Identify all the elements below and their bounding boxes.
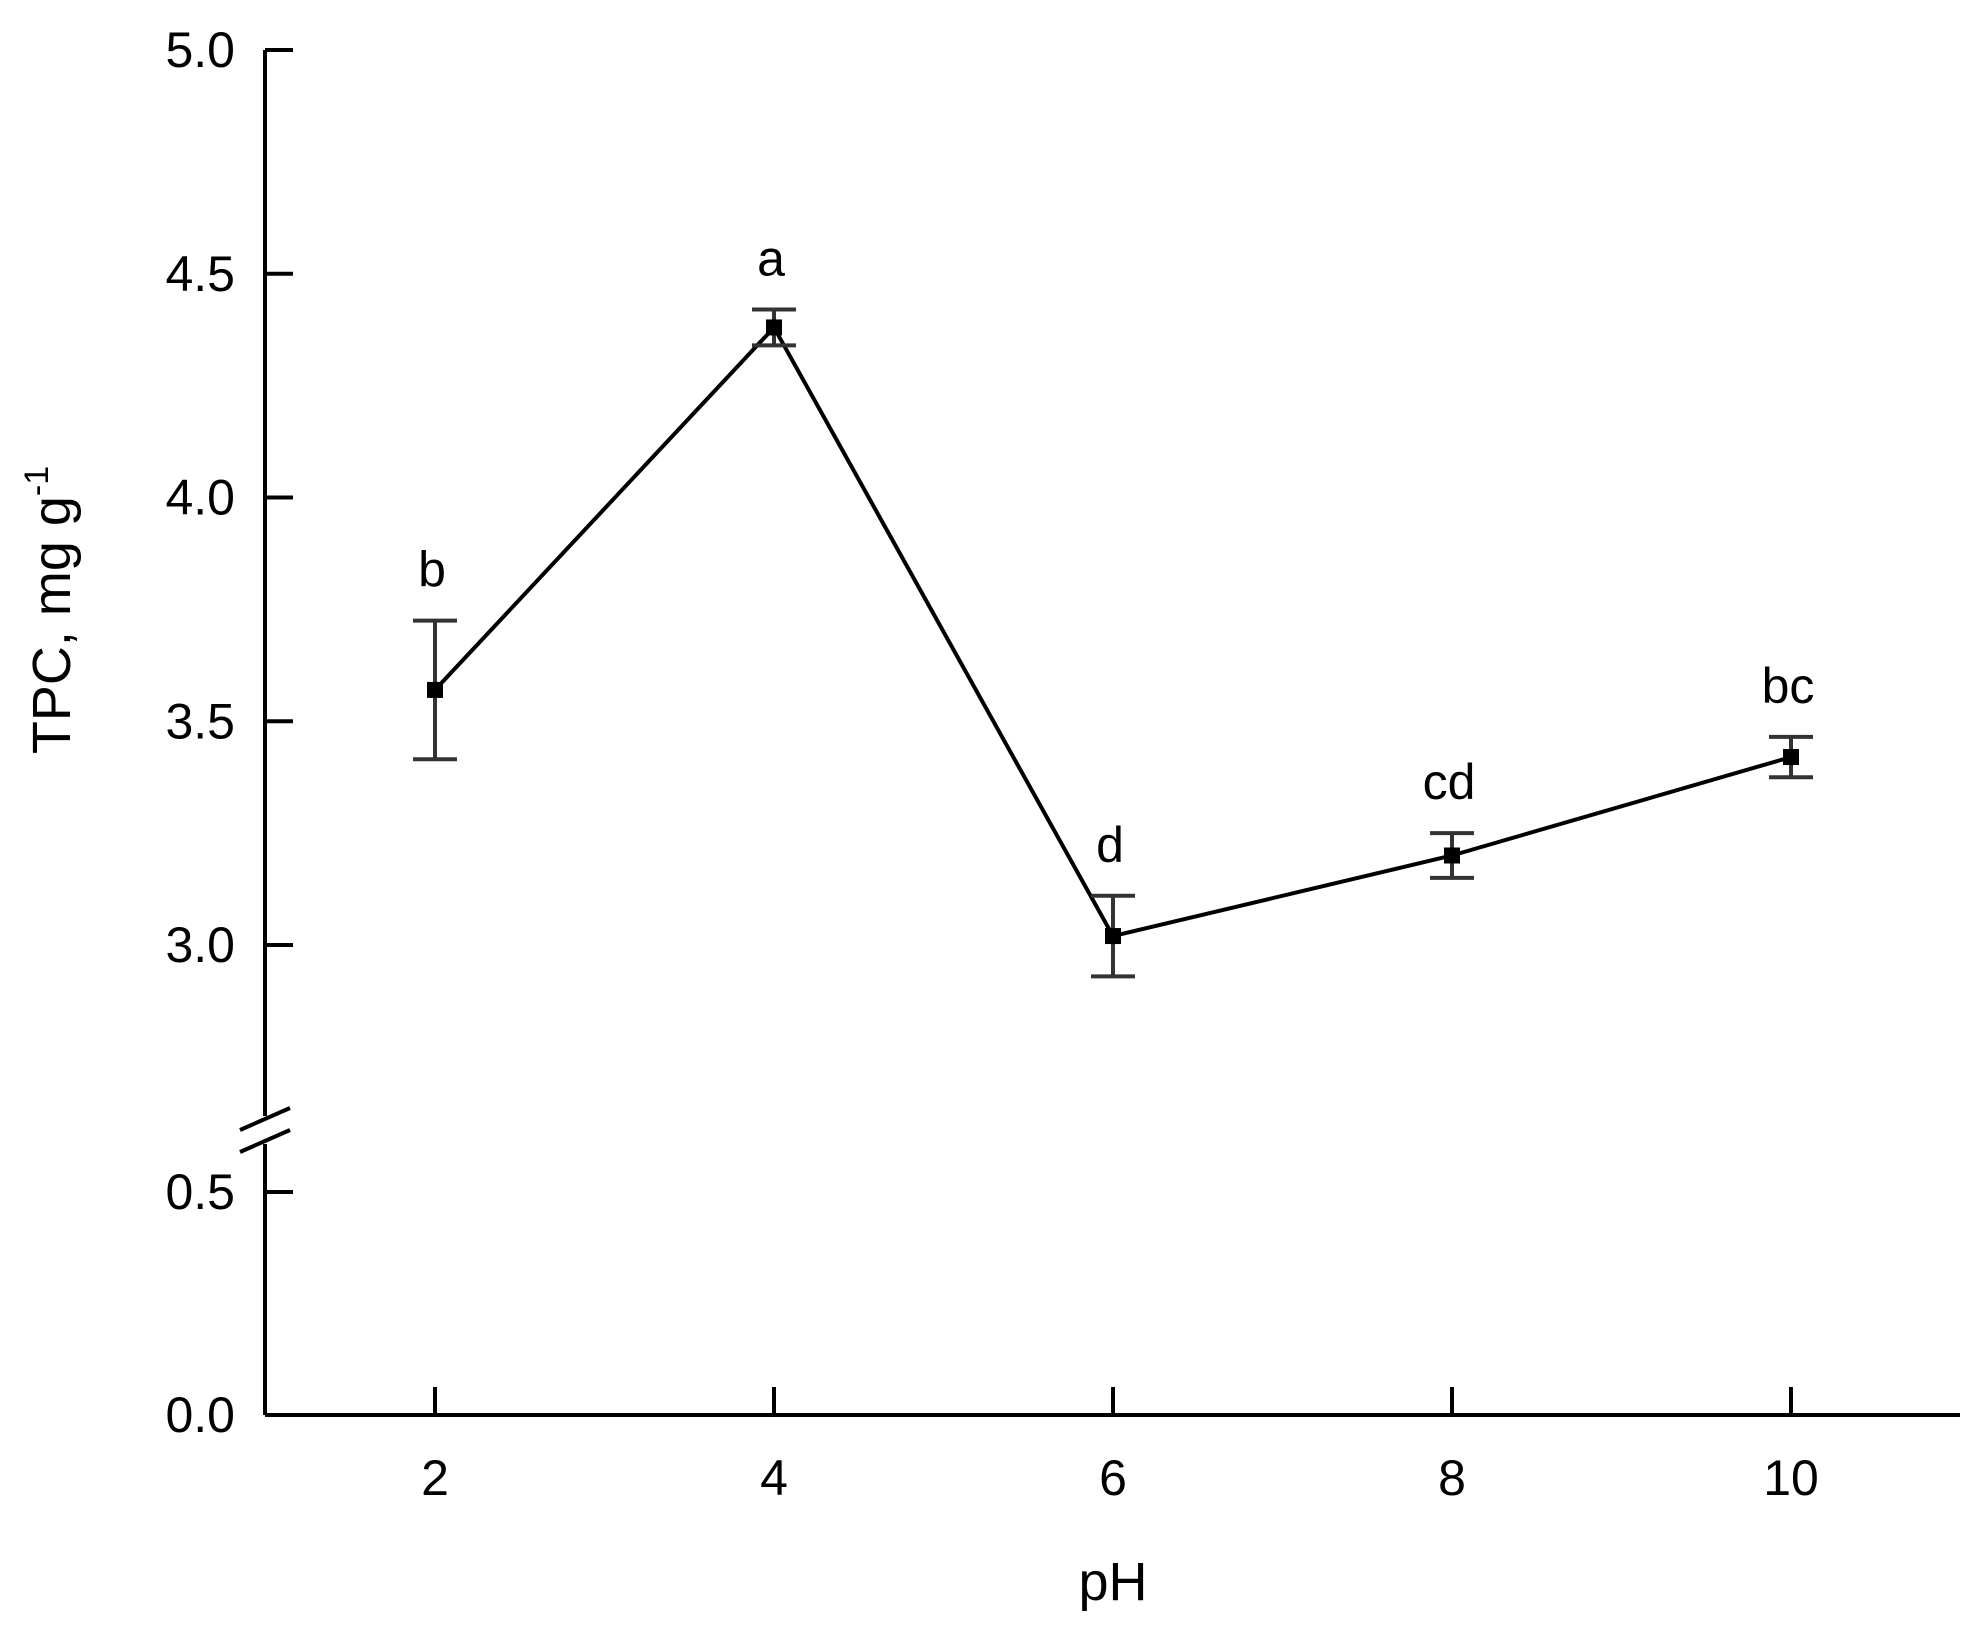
y-tick-label: 0.0 <box>165 1387 235 1443</box>
significance-letter: bc <box>1762 658 1815 714</box>
y-tick-label: 0.5 <box>165 1164 235 1220</box>
axis-break-mark <box>239 1128 291 1154</box>
y-tick-label: 5.0 <box>165 22 235 78</box>
y-tick-label: 3.0 <box>165 917 235 973</box>
y-tick-label: 4.0 <box>165 470 235 526</box>
x-ticks: 2 4 6 8 10 <box>421 1387 1819 1506</box>
y-tick-label: 3.5 <box>165 693 235 749</box>
y-axis-title: TPC, mg g-1 <box>18 466 82 754</box>
significance-letter: b <box>418 542 446 598</box>
x-tick-label: 6 <box>1099 1450 1127 1506</box>
significance-letter: a <box>757 231 785 287</box>
y-axis-title-superscript: -1 <box>18 466 56 496</box>
axis-break-mark <box>239 1106 291 1132</box>
data-point <box>427 681 443 698</box>
data-point <box>1783 749 1799 766</box>
x-tick-label: 4 <box>760 1450 788 1506</box>
axes <box>239 50 1960 1417</box>
data-point <box>1444 847 1460 864</box>
x-axis-title: pH <box>1078 1552 1147 1612</box>
x-tick-label: 8 <box>1438 1450 1466 1506</box>
y-tick-label: 4.5 <box>165 246 235 302</box>
significance-letter: d <box>1096 817 1124 873</box>
y-axis-title-main: TPC, mg g <box>22 496 82 754</box>
data-point <box>1105 928 1121 945</box>
significance-letter: cd <box>1423 754 1476 810</box>
x-tick-label: 10 <box>1763 1450 1819 1506</box>
x-tick-label: 2 <box>421 1450 449 1506</box>
y-ticks: 0.0 0.5 3.0 3.5 4.0 4.5 5.0 <box>165 22 293 1443</box>
data-point <box>766 319 782 336</box>
series: b a d cd bc <box>413 231 1815 979</box>
